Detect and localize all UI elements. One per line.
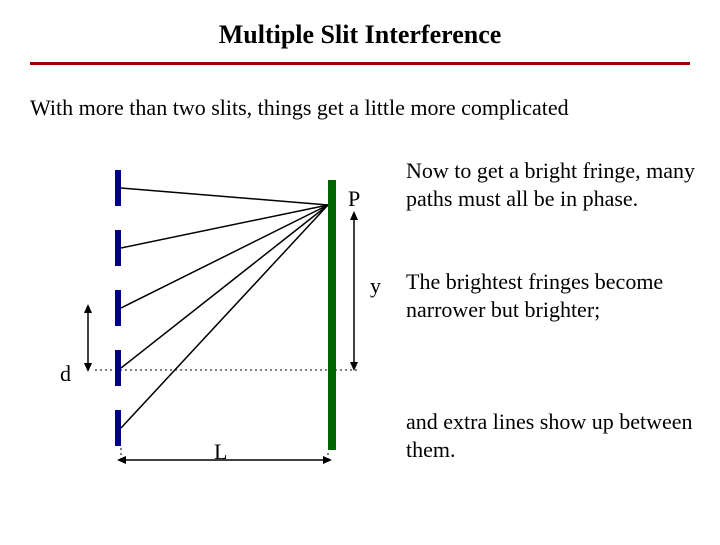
paragraph-3: and extra lines show up between them. [406,408,696,463]
label-L: L [214,438,227,466]
label-d: d [60,360,71,388]
diagram-container: P y d L Now to get a bright fringe, many… [0,160,720,540]
paragraph-1: Now to get a bright fringe, many paths m… [406,157,696,212]
paragraph-2: The brightest fringes become narrower bu… [406,268,696,323]
page-title: Multiple Slit Interference [0,0,720,50]
diagram-svg [0,160,720,540]
subtitle: With more than two slits, things get a l… [0,65,720,121]
label-P: P [348,185,360,213]
label-y: y [370,272,381,300]
